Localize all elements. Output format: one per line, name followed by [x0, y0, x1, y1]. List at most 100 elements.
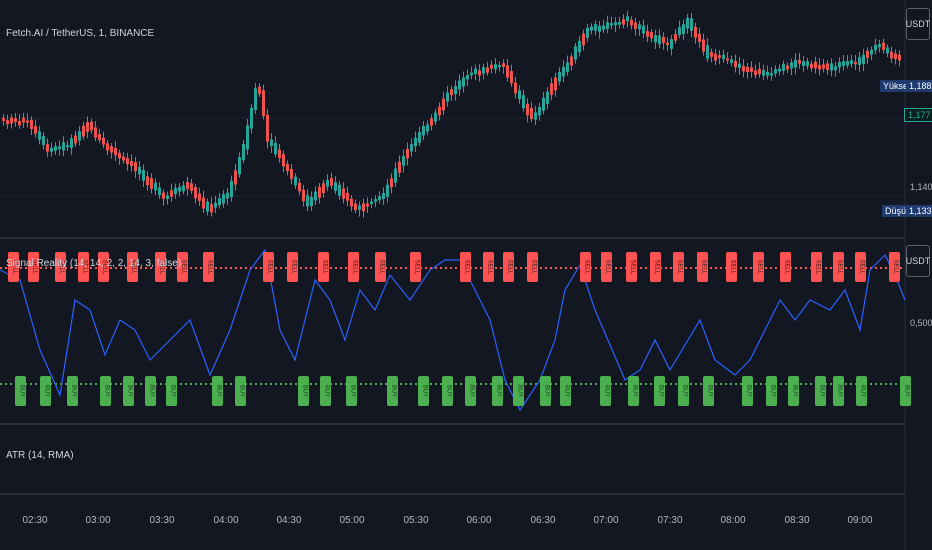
candle-body	[538, 107, 541, 116]
candle-body	[74, 135, 77, 144]
candle-body	[502, 63, 505, 68]
buy-signal	[600, 376, 611, 406]
candle-body	[154, 182, 157, 191]
candle-body	[406, 148, 409, 159]
sell-signal-text: SELL	[82, 260, 88, 275]
candle-body	[562, 66, 565, 77]
candle-body	[18, 120, 21, 126]
candle-body	[222, 194, 225, 204]
candle-body	[654, 35, 657, 43]
candle-body	[834, 66, 837, 71]
candle-body	[622, 19, 625, 25]
candle-body	[370, 201, 373, 205]
candle-body	[750, 67, 753, 72]
sell-signal	[263, 252, 274, 282]
candle-body	[670, 39, 673, 49]
oscillator-line	[0, 248, 906, 412]
candle-body	[402, 156, 405, 166]
candle-body	[710, 52, 713, 57]
candle-body	[542, 97, 545, 111]
candle-body	[110, 146, 113, 153]
sell-signal-text: SELL	[267, 260, 273, 275]
sell-signal	[626, 252, 637, 282]
buy-signal-text: BUY	[904, 385, 910, 397]
candle-body	[138, 166, 141, 175]
candle-body	[690, 18, 693, 31]
candle-body	[218, 198, 221, 206]
candle-body	[630, 19, 633, 26]
buy-signal-text: BUY	[302, 385, 308, 397]
sell-signal-text: SELL	[630, 260, 636, 275]
sell-signal	[177, 252, 188, 282]
candle-body	[126, 157, 129, 165]
candle-body	[846, 61, 849, 66]
candle-body	[738, 63, 741, 68]
candle-body	[322, 183, 325, 194]
buy-signal	[145, 376, 156, 406]
sell-signal-text: SELL	[730, 260, 736, 275]
candle-body	[802, 61, 805, 67]
candle-body	[458, 80, 461, 90]
candle-body	[38, 131, 41, 140]
candle-body	[570, 56, 573, 66]
sell-signal	[483, 252, 494, 282]
time-axis-label: 04:30	[276, 515, 302, 526]
candle-body	[810, 63, 813, 69]
sell-signal	[28, 252, 39, 282]
candle-body	[346, 192, 349, 201]
candle-body	[170, 190, 173, 197]
indicator-currency-button[interactable]: USDT	[906, 245, 930, 277]
atr-title: ATR (14, RMA)	[6, 450, 74, 461]
sell-signal-text: SELL	[677, 260, 683, 275]
candle-body	[334, 182, 337, 191]
candle-body	[270, 139, 273, 147]
time-axis-label: 03:00	[85, 515, 111, 526]
buy-signal	[387, 376, 398, 406]
candle-body	[842, 61, 845, 66]
candle-body	[534, 112, 537, 120]
sell-signal	[833, 252, 844, 282]
candle-body	[694, 26, 697, 38]
candle-body	[50, 147, 53, 152]
time-axis-label: 08:30	[784, 515, 810, 526]
candle-body	[590, 26, 593, 31]
candle-body	[298, 182, 301, 192]
candle-body	[830, 63, 833, 71]
sell-signal-text: SELL	[701, 260, 707, 275]
currency-button[interactable]: USDT	[906, 8, 930, 40]
sell-signal	[601, 252, 612, 282]
candle-body	[746, 67, 749, 73]
buy-signal	[465, 376, 476, 406]
buy-signal-text: BUY	[324, 385, 330, 397]
candle-body	[606, 22, 609, 29]
indicator-title: Signal Reality (14, 14, 2, 2, 14, 3, fal…	[6, 258, 182, 269]
candle-body	[498, 65, 501, 68]
candle-body	[146, 176, 149, 186]
candle-body	[450, 89, 453, 96]
candle-body	[414, 137, 417, 147]
candle-body	[338, 184, 341, 196]
candle-body	[166, 195, 169, 200]
sell-signal	[78, 252, 89, 282]
buy-signal-text: BUY	[792, 385, 798, 397]
buy-signal	[212, 376, 223, 406]
sell-signal	[348, 252, 359, 282]
low-label: Düşük	[882, 205, 914, 217]
candle-body	[626, 16, 629, 22]
candle-body	[226, 192, 229, 199]
candle-body	[706, 45, 709, 59]
candle-body	[470, 72, 473, 76]
candle-body	[814, 61, 817, 69]
buy-signal-text: BUY	[71, 385, 77, 397]
candle-body	[250, 107, 253, 129]
candle-body	[638, 24, 641, 30]
candle-body	[106, 143, 109, 151]
sell-signal	[889, 252, 900, 282]
candle-body	[90, 121, 93, 131]
candle-body	[394, 168, 397, 183]
sell-signal-text: SELL	[654, 260, 660, 275]
candle-body	[182, 185, 185, 192]
buy-signal-text: BUY	[837, 385, 843, 397]
current-price: 1,177	[904, 108, 932, 122]
